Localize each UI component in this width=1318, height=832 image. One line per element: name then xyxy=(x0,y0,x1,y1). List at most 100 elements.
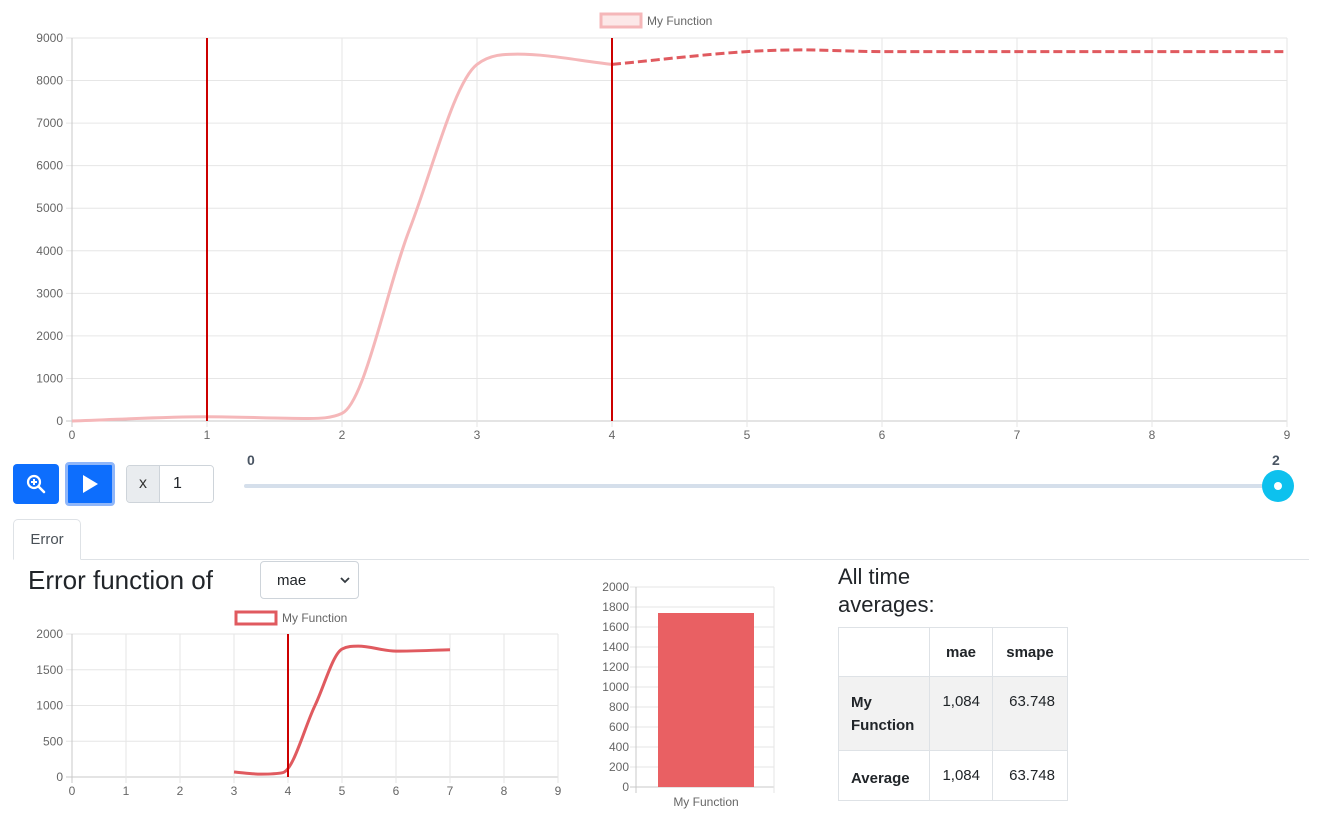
table-header-smape: smape xyxy=(992,627,1068,677)
y-tick-label: 2000 xyxy=(36,627,63,641)
bar-chart-bars xyxy=(658,613,754,787)
legend-swatch xyxy=(599,12,643,29)
slider-min-label: 0 xyxy=(247,452,255,468)
y-tick-label: 1400 xyxy=(602,640,629,654)
y-tick-label: 9000 xyxy=(36,31,63,45)
x-tick-label: 0 xyxy=(69,428,76,442)
error-chart-series xyxy=(233,644,451,776)
y-tick-label: 1200 xyxy=(602,660,629,674)
tab-bar-border xyxy=(13,559,1309,560)
x-tick-label: 7 xyxy=(447,784,454,798)
error-chart: My Function 0 500 1000 1500 2000 0 1 2 3 4 5 6 7 8 9 xyxy=(36,610,562,798)
zoom-button[interactable] xyxy=(13,464,59,504)
time-slider-handle[interactable] xyxy=(1262,470,1294,502)
main-chart-series xyxy=(71,48,1287,423)
bar-chart-x-axis: My Function xyxy=(673,795,738,809)
chevron-down-icon xyxy=(340,577,350,584)
main-chart: My Function 0100020003000400050006000700… xyxy=(36,12,1291,442)
row-name: Average xyxy=(838,750,930,801)
row-mae: 1,084 xyxy=(929,676,993,751)
averages-table: mae smape My Function 1,084 63.748 Avera… xyxy=(838,627,1068,801)
error-chart-y-axis: 0 500 1000 1500 2000 xyxy=(36,627,63,784)
error-function-select-value: mae xyxy=(277,571,307,589)
table-header-row: mae smape xyxy=(838,627,1068,677)
main-chart-y-axis: 0 1000 2000 3000 4000 5000 6000 7000 8000 9000 xyxy=(36,31,63,428)
slider-handle-dot xyxy=(1274,482,1282,490)
x-tick-label: 3 xyxy=(474,428,481,442)
x-input-group: x xyxy=(126,465,214,503)
y-tick-label: 8000 xyxy=(36,74,63,88)
x-tick-label: 5 xyxy=(339,784,346,798)
y-tick-label: 2000 xyxy=(36,329,63,343)
bar-chart: 0 200 400 600 800 1000 1200 1400 1600 1800 2000 My… xyxy=(602,580,775,809)
y-tick-label: 0 xyxy=(622,780,629,794)
row-smape: 63.748 xyxy=(992,676,1068,751)
time-slider-track[interactable] xyxy=(244,484,1280,488)
y-tick-label: 1500 xyxy=(36,663,63,677)
y-tick-label: 1800 xyxy=(602,600,629,614)
x-tick-label: 8 xyxy=(501,784,508,798)
row-smape: 63.748 xyxy=(992,750,1068,801)
y-tick-label: 400 xyxy=(609,740,629,754)
series-line xyxy=(71,52,613,423)
error-function-select[interactable]: mae xyxy=(260,561,359,599)
play-button[interactable] xyxy=(65,462,115,506)
y-tick-label: 1000 xyxy=(36,699,63,713)
error-chart-legend[interactable]: My Function xyxy=(234,610,347,626)
y-tick-label: 1600 xyxy=(602,620,629,634)
x-input[interactable] xyxy=(160,466,213,502)
y-tick-label: 500 xyxy=(43,734,63,748)
zoom-in-icon xyxy=(26,474,46,494)
y-tick-label: 600 xyxy=(609,720,629,734)
slider-max-label: 2 xyxy=(1272,452,1280,468)
y-tick-label: 200 xyxy=(609,760,629,774)
main-chart-markers xyxy=(206,38,613,421)
main-chart-x-axis: 0 1 2 3 4 5 6 7 8 9 xyxy=(69,428,1291,442)
x-tick-label: 4 xyxy=(609,428,616,442)
x-tick-label: 8 xyxy=(1149,428,1156,442)
bar-chart-y-axis: 0 200 400 600 800 1000 1200 1400 1600 1800 2000 xyxy=(602,580,629,794)
x-tick-label: 9 xyxy=(555,784,562,798)
x-tick-label: 2 xyxy=(339,428,346,442)
y-tick-label: 0 xyxy=(56,770,63,784)
table-row: My Function 1,084 63.748 xyxy=(838,676,1068,751)
row-mae: 1,084 xyxy=(929,750,993,801)
play-icon xyxy=(83,475,98,493)
x-tick-label: 1 xyxy=(123,784,130,798)
x-tick-label: 4 xyxy=(285,784,292,798)
legend-label: My Function xyxy=(282,611,347,625)
averages-title: All time averages: xyxy=(838,564,935,617)
x-tick-label: 6 xyxy=(393,784,400,798)
y-tick-label: 2000 xyxy=(602,580,629,594)
y-tick-label: 1000 xyxy=(602,680,629,694)
x-tick-label: 7 xyxy=(1014,428,1021,442)
error-chart-x-axis: 0 1 2 3 4 5 6 7 8 9 xyxy=(69,784,562,798)
table-header-empty xyxy=(838,627,930,677)
error-function-title: Error function of xyxy=(28,565,213,595)
y-tick-label: 0 xyxy=(56,414,63,428)
x-input-label: x xyxy=(127,466,160,502)
x-tick-label: 9 xyxy=(1284,428,1291,442)
series-line xyxy=(611,48,1287,66)
tab-error[interactable]: Error xyxy=(13,519,81,560)
y-tick-label: 7000 xyxy=(36,116,63,130)
x-tick-label: 6 xyxy=(879,428,886,442)
main-chart-legend[interactable]: My Function xyxy=(599,12,712,29)
table-header-mae: mae xyxy=(929,627,993,677)
row-name: My Function xyxy=(838,676,930,751)
y-tick-label: 5000 xyxy=(36,201,63,215)
table-row: Average 1,084 63.748 xyxy=(838,750,1068,801)
x-tick-label: 2 xyxy=(177,784,184,798)
bar xyxy=(658,613,754,787)
x-tick-label: My Function xyxy=(673,795,738,809)
series-line xyxy=(233,644,451,776)
y-tick-label: 3000 xyxy=(36,286,63,300)
legend-label: My Function xyxy=(647,14,712,28)
legend-swatch xyxy=(234,610,278,626)
y-tick-label: 4000 xyxy=(36,244,63,258)
main-chart-grid xyxy=(66,37,1288,427)
y-tick-label: 6000 xyxy=(36,159,63,173)
x-tick-label: 0 xyxy=(69,784,76,798)
x-tick-label: 3 xyxy=(231,784,238,798)
y-tick-label: 800 xyxy=(609,700,629,714)
